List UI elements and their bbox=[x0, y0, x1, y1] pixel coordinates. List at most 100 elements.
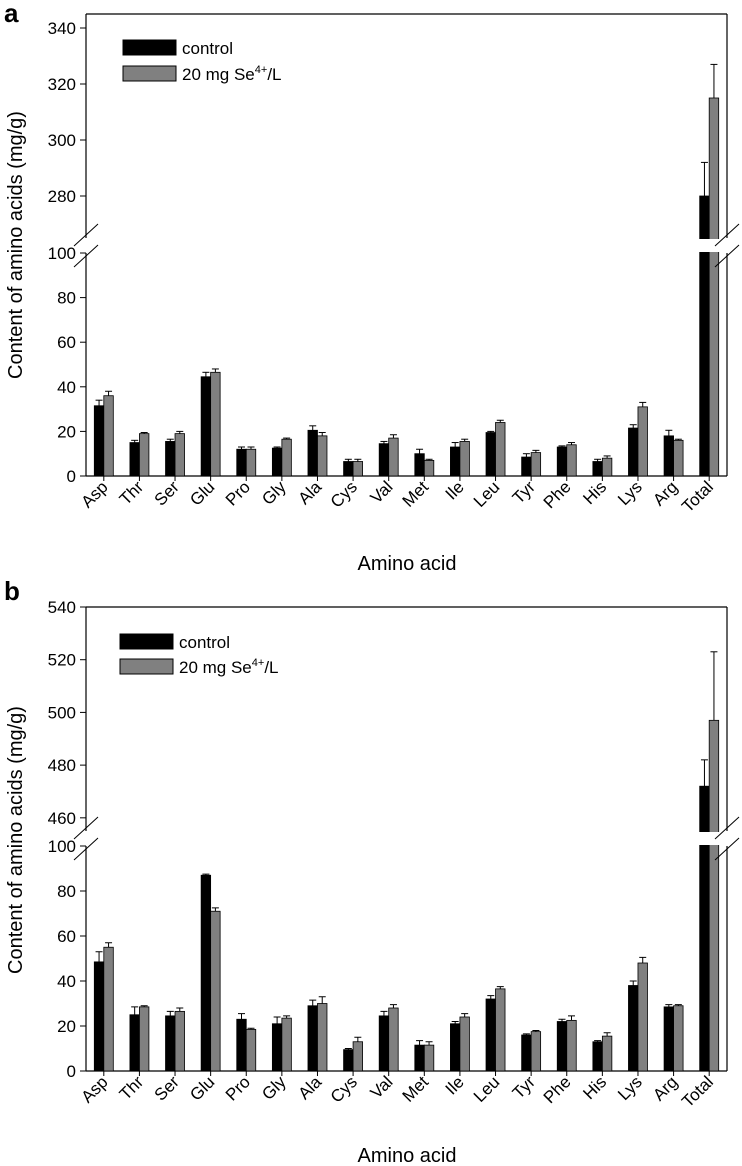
legend-control-swatch bbox=[122, 39, 177, 56]
y-tick-label: 60 bbox=[57, 927, 76, 946]
bar-se bbox=[210, 371, 221, 477]
x-tick-label: Thr bbox=[116, 1072, 148, 1104]
x-tick-label: Thr bbox=[116, 477, 148, 509]
bar-control bbox=[200, 376, 212, 477]
bar-se bbox=[601, 1035, 613, 1072]
bar-control bbox=[378, 1015, 390, 1072]
panel-b: b Content of amino acids (mg/g) Amino ac… bbox=[4, 576, 740, 1166]
bar-control bbox=[378, 443, 390, 477]
x-tick-label: Ile bbox=[442, 1072, 468, 1098]
bar-se bbox=[388, 437, 399, 477]
x-tick-label: Tyr bbox=[509, 1072, 539, 1102]
bar-se bbox=[530, 452, 542, 477]
bar-se bbox=[530, 1031, 542, 1072]
bar-se bbox=[566, 444, 577, 477]
panel-b-legend: control 20 mg Se4+/L bbox=[119, 633, 279, 677]
bar-se bbox=[210, 910, 221, 1072]
bar-control bbox=[271, 1023, 283, 1072]
x-tick-label: Pro bbox=[222, 477, 254, 509]
bar-se bbox=[673, 1005, 684, 1072]
bar-se bbox=[139, 433, 150, 477]
x-tick-label: Phe bbox=[540, 1072, 575, 1107]
x-tick-label: Leu bbox=[470, 477, 503, 510]
bar-control bbox=[414, 1044, 425, 1072]
y-tick-label: 80 bbox=[57, 882, 76, 901]
y-tick-label: 320 bbox=[48, 75, 76, 94]
panel-a-legend: control 20 mg Se4+/L bbox=[122, 39, 282, 84]
y-tick-label: 340 bbox=[48, 19, 76, 38]
bar-control bbox=[592, 1041, 603, 1072]
x-tick-label: Ala bbox=[294, 477, 325, 508]
bar-se bbox=[103, 946, 114, 1072]
legend-control-swatch bbox=[119, 633, 174, 650]
bar-se bbox=[245, 448, 257, 477]
y-tick-label: 480 bbox=[48, 756, 76, 775]
bar-se bbox=[174, 1010, 185, 1072]
bar-control bbox=[663, 1006, 674, 1072]
x-tick-label: Cys bbox=[327, 1072, 361, 1106]
bar-control bbox=[556, 1021, 568, 1072]
bar-control bbox=[628, 985, 639, 1072]
bar-se bbox=[174, 433, 185, 477]
legend-se-label: 20 mg Se4+/L bbox=[179, 657, 279, 677]
bar-se bbox=[601, 457, 613, 477]
bar-control bbox=[165, 1015, 176, 1072]
legend-se-base: 20 mg Se bbox=[179, 658, 252, 677]
bar-se bbox=[637, 962, 648, 1072]
bar-control bbox=[699, 785, 710, 1072]
x-tick-label: Cys bbox=[327, 477, 361, 511]
x-tick-label: Val bbox=[367, 477, 397, 507]
y-tick-label: 520 bbox=[48, 651, 76, 670]
y-tick-label: 100 bbox=[48, 837, 76, 856]
x-tick-label: Glu bbox=[186, 477, 218, 509]
legend-se-sup: 4+ bbox=[252, 657, 265, 669]
x-tick-label: Met bbox=[399, 1072, 433, 1106]
bar-control bbox=[663, 435, 674, 477]
legend-se-swatch bbox=[119, 658, 174, 675]
axis-break-mark bbox=[714, 816, 740, 840]
y-tick-label: 40 bbox=[57, 378, 76, 397]
bar-control bbox=[699, 195, 710, 477]
bar-control bbox=[414, 453, 425, 477]
bar-control bbox=[450, 1023, 461, 1072]
y-tick-label: 0 bbox=[67, 467, 76, 486]
panel-a-ylabel: Content of amino acids (mg/g) bbox=[5, 111, 27, 379]
bar-se bbox=[281, 438, 292, 477]
y-tick-label: 500 bbox=[48, 703, 76, 722]
bar-control bbox=[200, 874, 212, 1072]
x-tick-label: Ala bbox=[294, 1072, 325, 1103]
bar-se bbox=[388, 1007, 399, 1072]
y-tick-label: 100 bbox=[48, 244, 76, 263]
x-tick-label: Phe bbox=[540, 477, 575, 512]
axis-break-mark bbox=[714, 223, 740, 247]
bar-control bbox=[307, 429, 318, 477]
x-tick-label: Pro bbox=[222, 1072, 254, 1104]
bar-se bbox=[673, 439, 684, 477]
axis-break-mark bbox=[73, 837, 99, 861]
bar-se bbox=[637, 406, 648, 477]
legend-se-suffix: /L bbox=[264, 658, 278, 677]
bar-se bbox=[317, 1003, 328, 1072]
bar-control bbox=[93, 961, 105, 1072]
x-tick-label: Leu bbox=[470, 1072, 503, 1105]
x-tick-label: Lys bbox=[614, 477, 646, 509]
x-tick-label: Arg bbox=[649, 477, 681, 509]
x-tick-label: Gly bbox=[258, 1072, 290, 1104]
x-tick-label: Arg bbox=[649, 1072, 681, 1104]
bar-control bbox=[236, 448, 247, 477]
bar-control bbox=[165, 441, 176, 477]
bar-control bbox=[521, 456, 532, 477]
bar-control bbox=[307, 1005, 318, 1072]
bar-se bbox=[708, 719, 720, 1072]
panel-a-xlabel: Amino acid bbox=[358, 553, 457, 575]
y-tick-label: 540 bbox=[48, 598, 76, 617]
axis-break-mark bbox=[714, 244, 740, 268]
legend-control-label: control bbox=[182, 39, 233, 58]
x-tick-label: Ile bbox=[442, 477, 468, 503]
x-tick-label: Glu bbox=[186, 1072, 218, 1104]
y-tick-label: 60 bbox=[57, 333, 76, 352]
bar-se bbox=[459, 441, 470, 477]
legend-se-swatch bbox=[122, 65, 177, 82]
panel-a: a Content of amino acids (mg/g) Amino ac… bbox=[4, 0, 740, 575]
x-tick-label: Ser bbox=[151, 1072, 183, 1104]
